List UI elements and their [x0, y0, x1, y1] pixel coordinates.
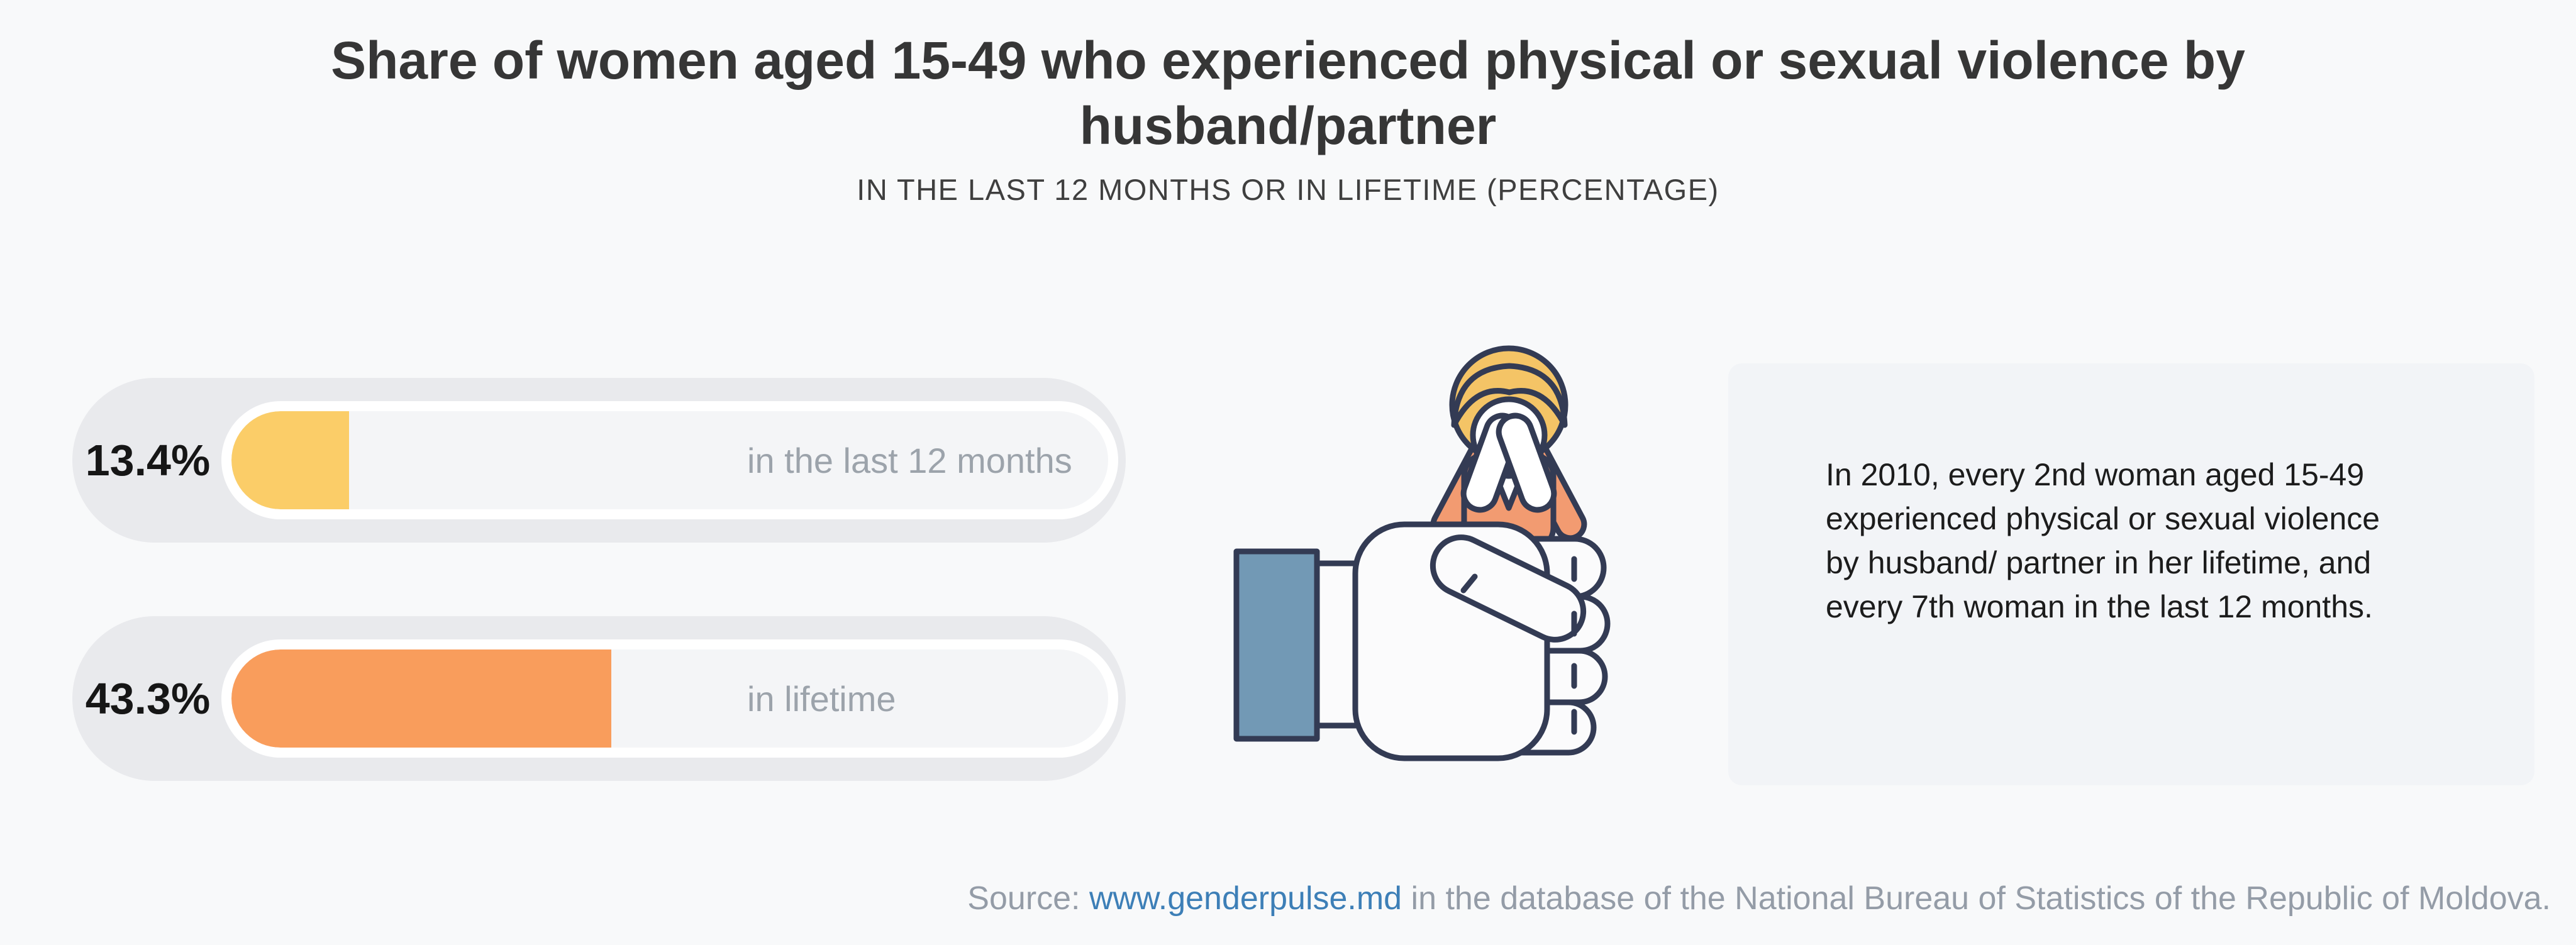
- woman-fringe: [1451, 363, 1568, 428]
- bar-value-label: 13.4%: [85, 436, 211, 485]
- info-text-line: experienced physical or sexual violence: [1826, 501, 2380, 536]
- bar-row-lifetime: 43.3% in lifetime: [72, 616, 1126, 781]
- info-text: In 2010, every 2nd woman aged 15-49 expe…: [1826, 453, 2505, 629]
- info-text-line: every 7th woman in the last 12 months.: [1826, 589, 2373, 624]
- source-suffix: in the database of the National Bureau o…: [1402, 880, 2551, 917]
- bar-row-last-12-months: 13.4% in the last 12 months: [72, 378, 1126, 543]
- blue-sleeve: [1233, 548, 1320, 742]
- source-prefix: Source:: [967, 880, 1089, 917]
- info-text-line: In 2010, every 2nd woman aged 15-49: [1826, 457, 2365, 492]
- page-subtitle: IN THE LAST 12 MONTHS OR IN LIFETIME (PE…: [857, 173, 1719, 206]
- page-title: Share of women aged 15-49 who experience…: [331, 31, 2245, 155]
- bar-fill-last-12-months: [231, 411, 349, 509]
- clenched-fist-icon: [1352, 521, 1611, 761]
- bar-fill-lifetime: [231, 649, 611, 748]
- source-line: Source: www.genderpulse.md in the databa…: [967, 879, 2551, 918]
- source-link[interactable]: www.genderpulse.md: [1089, 880, 1402, 917]
- fist-woman-illustration-icon: [1233, 345, 1611, 761]
- info-text-line: by husband/ partner in her lifetime, and: [1826, 545, 2372, 580]
- wrist: [1316, 563, 1358, 726]
- thumb: [1430, 534, 1587, 643]
- bar-track: [231, 649, 1108, 748]
- info-box: In 2010, every 2nd woman aged 15-49 expe…: [1728, 363, 2534, 785]
- bar-track: [231, 411, 1108, 509]
- bar-ring: [221, 401, 1118, 519]
- woman-right-hand: [1496, 412, 1557, 513]
- bar-value-label: 43.3%: [85, 674, 211, 723]
- bar-category-label: in the last 12 months: [747, 440, 1072, 480]
- bar-category-label: in lifetime: [747, 678, 896, 719]
- bar-ring: [221, 639, 1118, 758]
- crying-woman-icon: [1430, 345, 1587, 552]
